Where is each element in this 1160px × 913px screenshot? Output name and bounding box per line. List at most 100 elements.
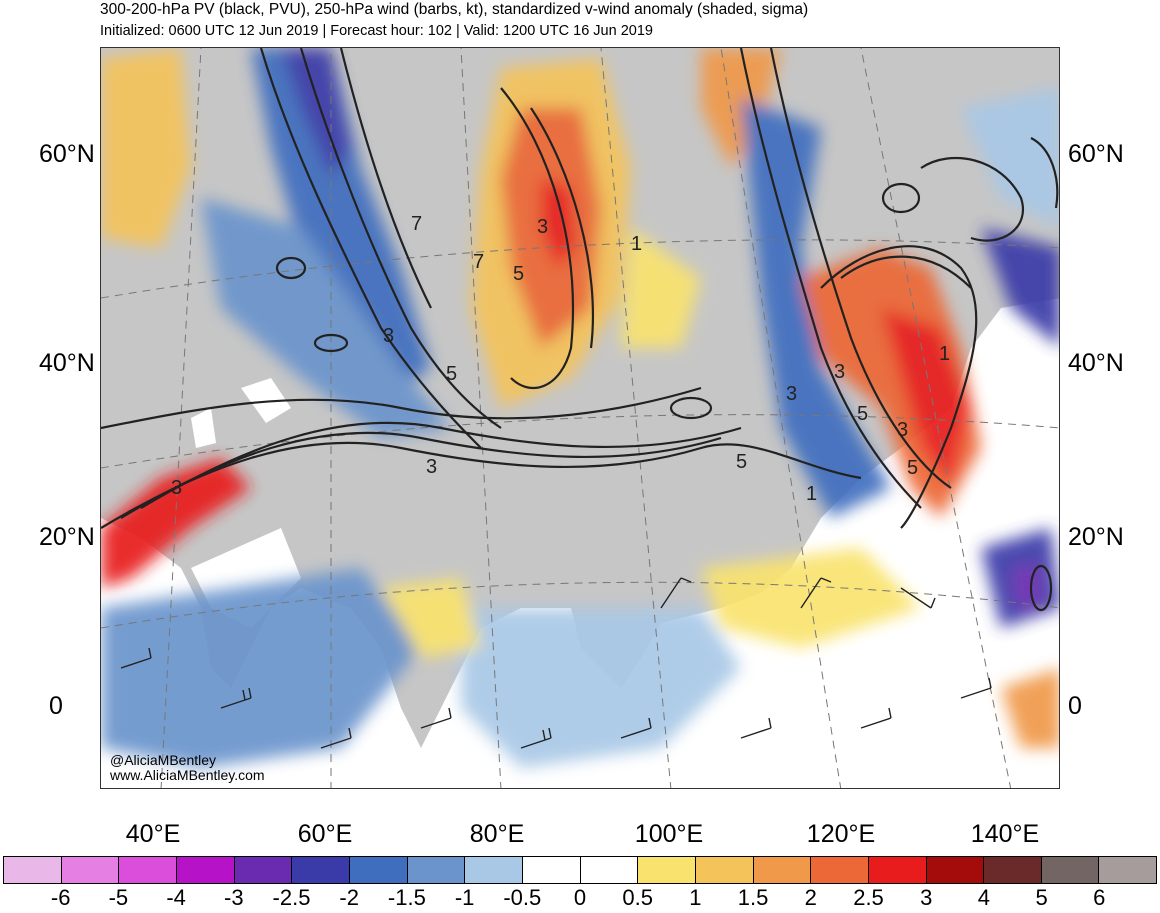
pv-contour	[820, 245, 978, 529]
contour-label: 5	[736, 451, 747, 473]
pv-closed-contour	[275, 256, 307, 280]
contour-label: 3	[383, 325, 394, 347]
colorbar-cell	[349, 857, 408, 883]
contour-label: 5	[513, 263, 524, 285]
graticule	[101, 48, 1059, 788]
pv-closed-contour	[881, 182, 921, 214]
pv-contour	[299, 48, 502, 429]
lat-label-left: 40°N	[39, 349, 95, 377]
anomaly-blob	[1001, 668, 1059, 748]
wind-barb	[960, 677, 992, 699]
meridian-line	[160, 48, 202, 788]
colorbar-cell	[522, 857, 581, 883]
contour-label: 3	[426, 456, 437, 478]
colorbar-tick-label: 1.5	[737, 885, 769, 910]
anomaly-blob	[201, 198, 451, 438]
anomaly-blob	[251, 48, 431, 388]
pv-contour	[140, 421, 742, 509]
map-title: 300-200-hPa PV (black, PVU), 250-hPa win…	[100, 1, 809, 18]
wind-barb	[120, 647, 152, 669]
wind-barb	[220, 687, 252, 709]
sea-patch	[191, 408, 216, 448]
colorbar-tick-label: -3	[224, 885, 244, 910]
pv-closed-contour	[313, 333, 349, 353]
author-handle: @AliciaMBentley	[110, 752, 217, 768]
colorbar-cell	[1041, 857, 1100, 883]
anomaly-blob	[381, 578, 481, 658]
anomaly-blob	[701, 48, 781, 168]
colorbar-tick-label: -0.5	[503, 885, 542, 910]
contour-label: 1	[939, 343, 950, 365]
pv-closed-contour	[669, 396, 713, 420]
lat-label-left: 20°N	[39, 523, 95, 551]
pv-contour	[259, 48, 482, 449]
anomaly-blob	[981, 228, 1059, 347]
anomaly-blob	[461, 608, 741, 768]
contour-label: 1	[806, 483, 817, 505]
contour-label: 3	[537, 216, 548, 238]
colorbar-tick-label: 4	[977, 885, 991, 910]
lon-label: 80°E	[469, 820, 525, 848]
colorbar-cell	[234, 857, 293, 883]
colorbar	[3, 856, 1157, 884]
lat-label-right: 60°N	[1068, 140, 1124, 168]
colorbar-cell	[638, 857, 696, 883]
colorbar-tick-label: 0.5	[622, 885, 653, 910]
colorbar-tick-label: 3	[920, 885, 933, 910]
pv-contour	[920, 156, 1024, 242]
colorbar-cell	[811, 857, 869, 883]
wind-barb	[420, 707, 452, 729]
colorbar-cell	[868, 857, 927, 883]
meridian-line	[860, 48, 1012, 788]
lon-label: 100°E	[634, 820, 704, 848]
lat-label-left: 60°N	[39, 140, 95, 168]
lat-label-right: 0	[1068, 692, 1082, 720]
colorbar-tick-label: -6	[50, 885, 71, 910]
wind-barb	[620, 717, 652, 739]
contour-label: 5	[857, 403, 868, 425]
anomaly-blob	[701, 548, 921, 648]
contour-label: 5	[446, 363, 457, 385]
weather-map: 3 7 7 5 1 3 5 3 3 5 3 3 5 1 3 5 1	[100, 47, 1060, 789]
lon-label: 140°E	[970, 820, 1040, 848]
contour-label: 7	[411, 213, 422, 235]
colorbar-tick-label: -4	[166, 885, 186, 910]
colorbar-tick-label: -1	[454, 885, 475, 910]
colorbar-tick-label: 6	[1093, 885, 1106, 910]
colorbar-cell	[695, 857, 754, 883]
colorbar-cell	[407, 857, 466, 883]
pv-contour	[101, 386, 702, 430]
pv-closed-contour	[1029, 564, 1053, 612]
colorbar-cell	[580, 857, 639, 883]
lon-label: 40°E	[125, 820, 181, 848]
colorbar-tick-label: -2.5	[272, 885, 311, 910]
pv-contour	[500, 87, 575, 390]
wind-barb	[740, 717, 772, 739]
colorbar-tick-label: 5	[1035, 885, 1048, 910]
sea-patch	[241, 378, 291, 423]
parallel-line	[101, 414, 1059, 469]
colorbar-cell	[119, 857, 177, 883]
anomaly-blob	[621, 228, 701, 348]
wind-barb	[860, 707, 892, 729]
contour-label: 5	[907, 457, 918, 479]
colorbar-cell	[984, 857, 1042, 883]
lat-label-left: 0	[49, 692, 63, 720]
lat-label-right: 40°N	[1068, 349, 1124, 377]
wind-barb	[320, 727, 352, 749]
lat-label-right: 20°N	[1068, 523, 1124, 551]
colorbar-cell	[61, 857, 120, 883]
colorbar-cell	[292, 857, 350, 883]
colorbar-tick-label: -2	[339, 885, 359, 910]
pv-contour	[530, 107, 595, 349]
pv-contour	[339, 48, 432, 309]
pv-contour	[769, 48, 952, 489]
anomaly-blob	[101, 458, 251, 588]
anomaly-blob	[881, 308, 971, 488]
pv-contour	[739, 48, 922, 509]
contour-labels: 3 7 7 5 1 3 5 3 3 5 3 3 5 1 3 5 1	[171, 213, 950, 505]
contour-label: 1	[631, 233, 642, 255]
colorbar-tick-label: 2.5	[853, 885, 884, 910]
meridian-line	[460, 48, 502, 788]
colorbar-cell	[1099, 857, 1157, 883]
